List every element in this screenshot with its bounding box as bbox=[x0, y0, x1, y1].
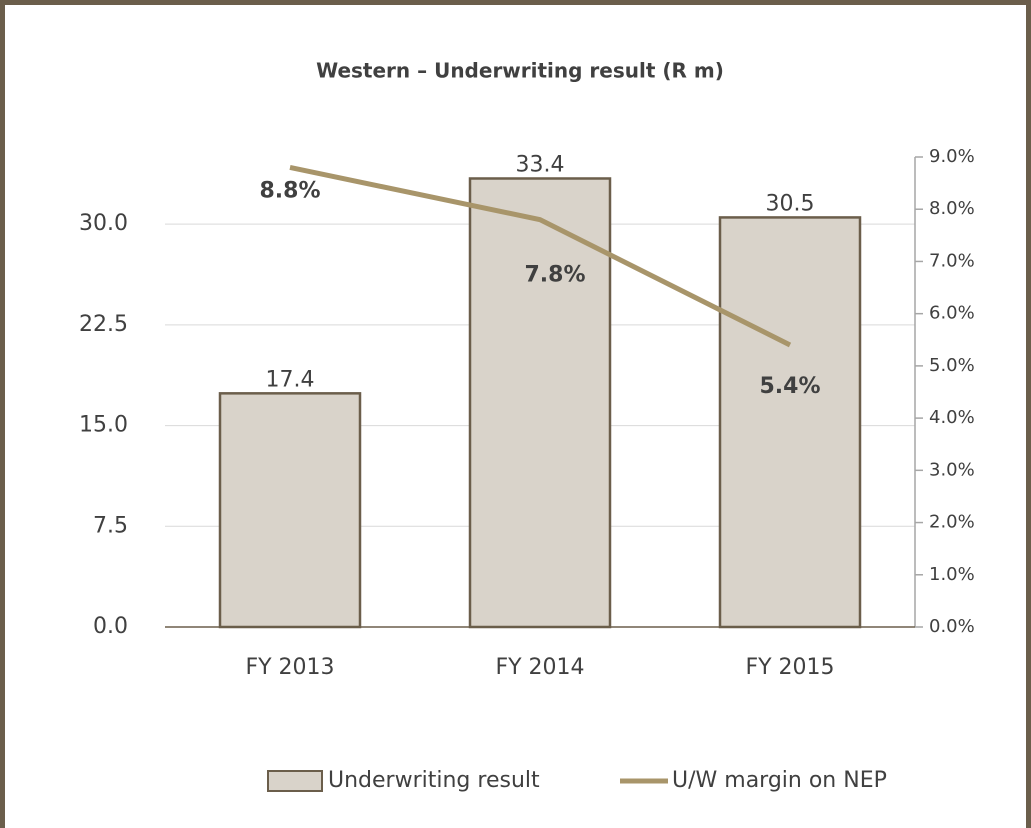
bar bbox=[718, 216, 862, 629]
legend-label: Underwriting result bbox=[328, 768, 540, 793]
y-tick-label: 7.5 bbox=[93, 513, 128, 538]
y-tick-label: 15.0 bbox=[79, 413, 128, 438]
x-tick-label: FY 2014 bbox=[495, 655, 584, 680]
bar-label: 33.4 bbox=[516, 152, 565, 177]
y2-tick-label: 0.0% bbox=[929, 616, 975, 637]
x-tick-label: FY 2013 bbox=[245, 655, 334, 680]
y-tick-label: 30.0 bbox=[79, 211, 128, 236]
legend-swatch bbox=[267, 770, 323, 792]
bar-label: 17.4 bbox=[266, 367, 315, 392]
bar-label: 30.5 bbox=[766, 191, 815, 216]
line-label: 8.8% bbox=[259, 178, 320, 203]
x-tick-label: FY 2015 bbox=[745, 655, 834, 680]
y2-tick-label: 2.0% bbox=[929, 512, 975, 533]
y2-tick-label: 8.0% bbox=[929, 198, 975, 219]
legend-label: U/W margin on NEP bbox=[672, 768, 887, 793]
line bbox=[289, 164, 792, 348]
y2-tick-label: 4.0% bbox=[929, 407, 975, 428]
y2-tick-label: 7.0% bbox=[929, 250, 975, 271]
bar bbox=[468, 177, 612, 629]
y2-tick-label: 3.0% bbox=[929, 459, 975, 480]
chart-title: Western – Underwriting result (R m) bbox=[316, 59, 724, 83]
bar bbox=[218, 392, 362, 629]
y-tick-label: 22.5 bbox=[79, 312, 128, 337]
line-label: 5.4% bbox=[759, 374, 820, 399]
y-tick-label: 0.0 bbox=[93, 614, 128, 639]
line-label: 7.8% bbox=[524, 263, 585, 288]
y2-tick-label: 9.0% bbox=[929, 146, 975, 167]
y2-tick-label: 5.0% bbox=[929, 355, 975, 376]
y2-tick-label: 6.0% bbox=[929, 303, 975, 324]
y2-tick-label: 1.0% bbox=[929, 564, 975, 585]
